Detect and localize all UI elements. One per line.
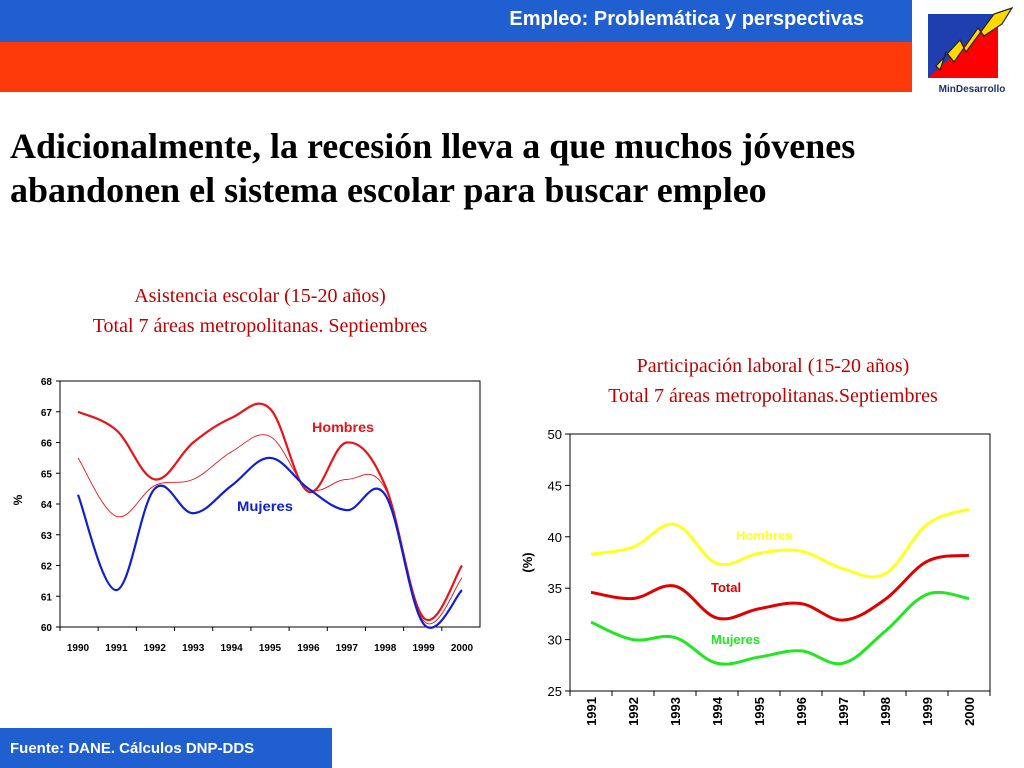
chart2-label-total: Total: [711, 580, 741, 595]
chart2-xtick-label: 1994: [710, 696, 725, 726]
chart2-xtick-label: 1995: [752, 697, 767, 726]
presentation-title: Empleo: Problemática y perspectivas: [509, 8, 864, 30]
chart2-xtick-label: 1996: [794, 697, 809, 726]
chart1-xtick-label: 1992: [144, 643, 167, 654]
chart2-xtick-label: 1999: [920, 697, 935, 726]
chart1-ytick-label: 66: [41, 439, 53, 450]
chart1-ytick-label: 60: [41, 623, 53, 634]
lightning-bolt-icon: [935, 6, 1014, 72]
chart1-ytick-label: 62: [41, 562, 53, 573]
chart2-series-line-0: [590, 507, 970, 579]
chart1-xtick-label: 1995: [259, 643, 282, 654]
chart2-title: Participación laboral (15-20 años): [636, 355, 910, 377]
chart2-ytick-label: 30: [548, 633, 562, 648]
chart1-title: Asistencia escolar (15-20 años): [134, 285, 386, 307]
chart1-ytick-label: 65: [41, 469, 53, 480]
chart2-label-mujeres: Mujeres: [711, 632, 760, 647]
chart2-ytick-label: 45: [548, 478, 562, 493]
chart1-xtick-label: 1999: [412, 643, 435, 654]
chart1-ytick-label: 63: [41, 531, 53, 542]
chart1-xtick-label: 1998: [374, 643, 397, 654]
chart1-xtick-label: 1994: [220, 643, 243, 654]
chart2-series-line-1: [590, 553, 970, 622]
chart2-ytick-label: 50: [548, 427, 562, 442]
chart2-ylabel: (%): [520, 552, 535, 572]
chart2-xtick-label: 1993: [668, 697, 683, 726]
chart1-xtick-label: 1996: [297, 643, 320, 654]
chart1-series-line-2: [76, 456, 463, 629]
chart1-ylabel: %: [11, 494, 25, 505]
chart1-xtick-label: 2000: [451, 643, 474, 654]
source-note: Fuente: DANE. Cálculos DNP-DDS: [10, 740, 255, 757]
top-banner: Empleo: Problemática y perspectivas: [0, 0, 912, 42]
chart2-xtick-label: 2000: [962, 697, 977, 726]
chart1-ytick-label: 68: [41, 377, 53, 388]
chart2-label-hombres: Hombres: [736, 528, 792, 543]
chart2-xtick-label: 1992: [626, 697, 641, 726]
chart2-ytick-label: 35: [548, 581, 562, 596]
chart1-xtick-label: 1997: [336, 643, 359, 654]
chart1-xtick-label: 1993: [182, 643, 205, 654]
chart1-label-mujeres: Mujeres: [237, 498, 293, 514]
chart1-xtick-label: 1990: [67, 643, 90, 654]
chart1-ytick-label: 61: [41, 592, 53, 603]
chart1-subtitle: Total 7 áreas metropolitanas. Septiembre…: [92, 315, 428, 337]
chart2-ytick-label: 25: [548, 684, 562, 699]
chart1-xtick-label: 1991: [105, 643, 128, 654]
chart2-series-line-2: [590, 590, 970, 666]
chart1-ytick-label: 67: [41, 408, 53, 419]
source-box: Fuente: DANE. Cálculos DNP-DDS: [0, 728, 332, 768]
section-banner: El diagnóstico: [0, 42, 912, 123]
chart1-label-hombres: Hombres: [312, 419, 374, 435]
section-title: El diagnóstico: [12, 92, 187, 123]
chart2-ytick-label: 40: [548, 530, 562, 545]
chart2-subtitle: Total 7 áreas metropolitanas.Septiembres: [608, 385, 938, 407]
chart2-title-block: Participación laboral (15-20 años) Total…: [548, 351, 998, 411]
chart1-title-block: Asistencia escolar (15-20 años) Total 7 …: [40, 281, 480, 341]
mindesarrollo-logo: MinDesarrollo: [928, 6, 1014, 95]
chart2-xtick-label: 1998: [878, 697, 893, 726]
chart2-xtick-label: 1991: [584, 697, 599, 726]
svg-text:MinDesarrollo: MinDesarrollo: [939, 84, 1006, 95]
slide-headline: Adicionalmente, la recesión lleva a que …: [10, 126, 856, 210]
chart1-ytick-label: 64: [41, 500, 53, 511]
chart2-xtick-label: 1997: [836, 697, 851, 726]
